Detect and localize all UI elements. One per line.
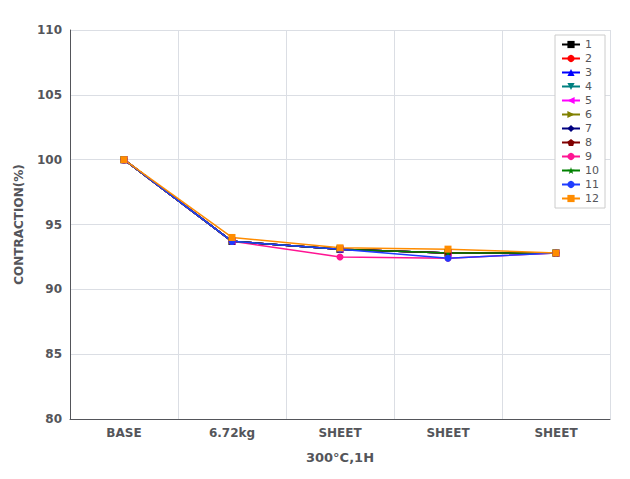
- svg-text:85: 85: [45, 347, 62, 361]
- svg-text:100: 100: [37, 153, 62, 167]
- svg-text:6: 6: [585, 108, 592, 121]
- svg-text:SHEET: SHEET: [318, 426, 362, 440]
- svg-text:1: 1: [585, 38, 592, 51]
- svg-text:12: 12: [585, 192, 599, 205]
- svg-text:SHEET: SHEET: [426, 426, 470, 440]
- svg-text:CONTRACTION(%): CONTRACTION(%): [12, 164, 26, 284]
- svg-text:SHEET: SHEET: [534, 426, 578, 440]
- svg-text:5: 5: [585, 94, 592, 107]
- svg-text:110: 110: [37, 23, 62, 37]
- svg-text:95: 95: [45, 218, 62, 232]
- svg-text:80: 80: [45, 412, 62, 426]
- svg-text:2: 2: [585, 52, 592, 65]
- svg-text:300°C,1H: 300°C,1H: [306, 450, 374, 465]
- svg-text:7: 7: [585, 122, 592, 135]
- svg-text:BASE: BASE: [106, 426, 141, 440]
- svg-text:4: 4: [585, 80, 592, 93]
- svg-text:105: 105: [37, 88, 62, 102]
- svg-text:3: 3: [585, 66, 592, 79]
- svg-text:90: 90: [45, 282, 62, 296]
- svg-text:9: 9: [585, 150, 592, 163]
- svg-text:10: 10: [585, 164, 599, 177]
- svg-text:11: 11: [585, 178, 599, 191]
- svg-text:8: 8: [585, 136, 592, 149]
- svg-text:6.72kg: 6.72kg: [209, 426, 255, 440]
